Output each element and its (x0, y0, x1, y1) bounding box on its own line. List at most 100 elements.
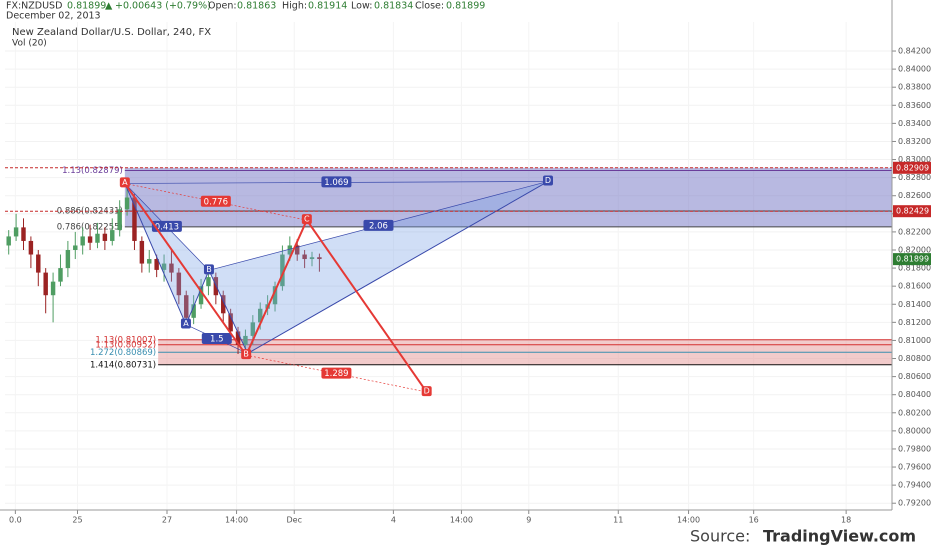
price-badge (893, 205, 931, 218)
fib-label: 1.414(0.80731) (90, 360, 156, 370)
candle-body (176, 272, 182, 296)
point-label: B (243, 350, 249, 359)
candle-body (6, 236, 11, 246)
price-badge-label: 0.82909 (896, 163, 929, 172)
candle-body (272, 286, 278, 305)
x-tick-label: 25 (72, 516, 82, 525)
ratio-label: 0.413 (155, 222, 179, 232)
open-value: 0.81863 (237, 1, 276, 12)
fib-label: 0.886(0.82431) (57, 207, 123, 217)
candle-body (280, 254, 285, 287)
fib-label: 1.13(0.81007) (95, 335, 156, 345)
y-tick-label: 0.81800 (898, 264, 931, 273)
point-box (241, 349, 252, 360)
candle-body (198, 286, 204, 305)
candle-body (294, 245, 300, 255)
y-tick-label: 0.83600 (898, 101, 931, 110)
x-tick-label: 14:00 (450, 516, 473, 525)
price-badge-label: 0.82429 (896, 207, 929, 216)
close-label: Close: (415, 1, 444, 12)
candle-body (117, 209, 122, 231)
x-tick-label: Dec (287, 516, 302, 525)
y-tick-label: 0.79400 (898, 481, 931, 490)
candle-body (73, 245, 78, 250)
candle-body (58, 268, 63, 282)
point-box (119, 177, 130, 188)
candle-body (184, 295, 189, 318)
candle-body (50, 281, 56, 296)
fib-label: 1.13(0.80952) (95, 340, 156, 350)
candle-body (43, 272, 48, 296)
ratio-box (321, 176, 352, 188)
point-label: A (122, 178, 128, 187)
ratio-box (321, 367, 352, 379)
x-tick-label: 27 (162, 516, 172, 525)
y-tick-label: 0.81600 (898, 282, 931, 291)
pattern-fill (124, 183, 209, 325)
change-arrow: ▲ (105, 1, 113, 12)
source-label: Source: (690, 527, 750, 546)
ratio-box (200, 195, 231, 207)
point-label: D (424, 387, 430, 396)
y-tick-label: 0.80800 (898, 354, 931, 363)
candle-body (317, 257, 322, 260)
candle-body (221, 295, 226, 314)
x-tick-label: 4 (391, 516, 396, 525)
candle-body (169, 263, 174, 273)
y-tick-label: 0.80400 (898, 390, 931, 399)
y-tick-label: 0.81400 (898, 300, 931, 309)
ratio-label: 0.776 (204, 197, 228, 207)
ratio-label: 2.06 (369, 221, 388, 231)
y-tick-label: 0.79200 (898, 499, 931, 508)
x-tick-label: 0.0 (9, 516, 22, 525)
y-tick-label: 0.83400 (898, 119, 931, 128)
candle-body (191, 304, 196, 318)
candle-body (243, 335, 248, 345)
chart-subtitle: Vol (20) (12, 39, 47, 49)
y-tick-label: 0.82600 (898, 191, 931, 200)
fib-label: 1.13(0.82879) (62, 166, 123, 176)
price-badge-label: 0.81899 (896, 255, 929, 264)
y-tick-label: 0.81200 (898, 318, 931, 327)
last-price: 0.81899 (67, 1, 106, 12)
candle-body (302, 254, 307, 260)
symbol: FX:NZDUSD (6, 1, 62, 12)
candle-body (309, 257, 315, 260)
candle-body (65, 249, 71, 269)
x-tick-label: 14:00 (677, 516, 700, 525)
pattern-fill (208, 181, 549, 354)
low-value: 0.81834 (374, 1, 413, 12)
candle-body (154, 259, 159, 270)
y-tick-label: 0.82200 (898, 227, 931, 236)
candle-body (36, 254, 41, 273)
y-tick-label: 0.84200 (898, 47, 931, 56)
price-badge (893, 253, 931, 266)
date: December 02, 2013 (6, 11, 101, 22)
candle-body (124, 197, 130, 210)
y-tick-label: 0.83200 (898, 137, 931, 146)
chart-title: New Zealand Dollar/U.S. Dollar, 240, FX (12, 27, 211, 38)
y-tick-label: 0.82800 (898, 173, 931, 182)
open-label: Open: (208, 1, 237, 12)
candle-body (80, 236, 85, 246)
pattern-line (124, 182, 428, 393)
candle-body (287, 245, 293, 255)
point-box (180, 318, 191, 329)
candle-body (132, 197, 137, 241)
y-tick-label: 0.84000 (898, 65, 931, 74)
x-tick-label: 18 (841, 516, 851, 525)
x-tick-label: 16 (749, 516, 759, 525)
candle-body (206, 277, 211, 287)
candle-body (139, 240, 145, 264)
close-value: 0.81899 (446, 1, 485, 12)
point-label: D (545, 176, 551, 185)
candle-body (250, 322, 256, 336)
candle-body (258, 308, 263, 323)
point-label: A (183, 319, 189, 328)
candle-body (110, 230, 115, 241)
candle-body (95, 233, 100, 243)
y-tick-label: 0.83000 (898, 155, 931, 164)
point-box (543, 175, 554, 186)
candle-body (235, 331, 241, 345)
point-box (421, 386, 432, 397)
